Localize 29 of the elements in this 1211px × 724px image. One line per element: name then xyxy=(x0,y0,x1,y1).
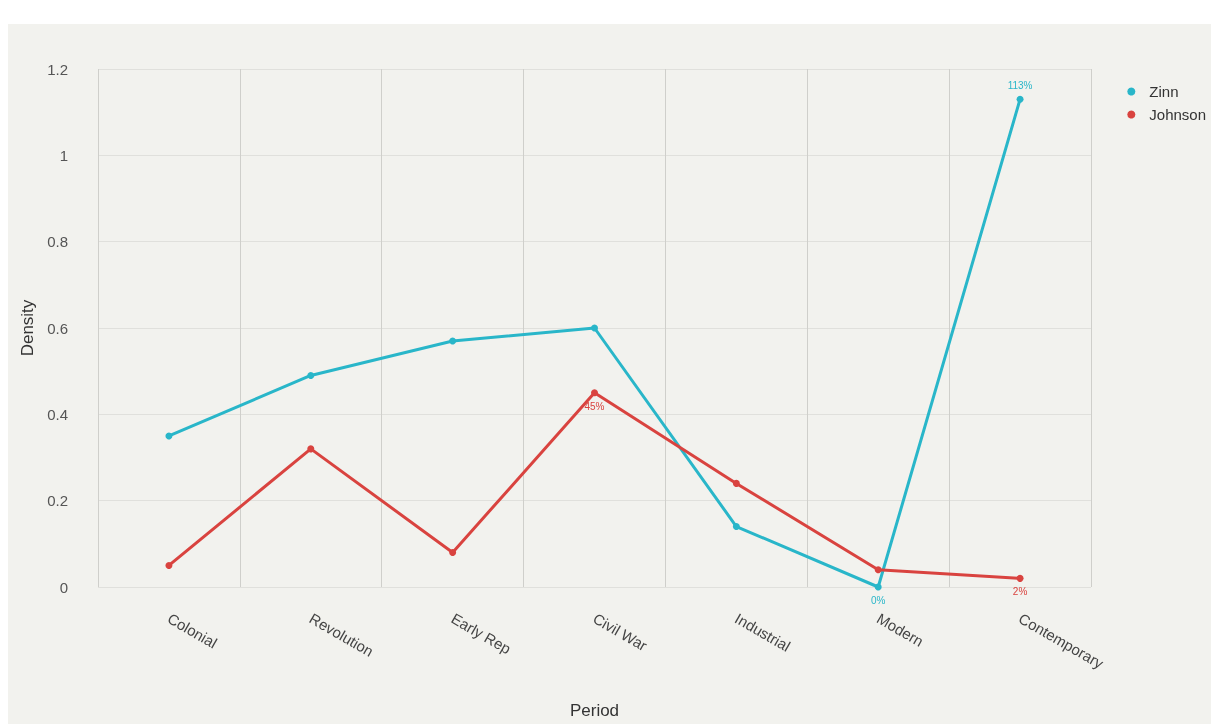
point xyxy=(874,566,882,574)
point xyxy=(307,371,315,379)
point xyxy=(591,324,598,332)
point xyxy=(732,479,740,487)
data-label: 45% xyxy=(584,400,605,412)
point xyxy=(591,389,598,397)
y-tick-label: 1 xyxy=(59,146,68,164)
y-tick-label: 0.2 xyxy=(47,492,68,510)
data-label: 0% xyxy=(870,595,886,606)
point xyxy=(449,337,457,345)
x-tick-label: Civil War xyxy=(590,609,651,655)
point xyxy=(732,523,740,531)
x-axis-title: Period xyxy=(569,701,620,720)
y-tick-label: 0.4 xyxy=(47,405,68,423)
y-tick-label: 0.8 xyxy=(47,233,68,251)
point xyxy=(1016,95,1024,103)
point xyxy=(874,583,882,591)
point xyxy=(1016,574,1024,582)
point xyxy=(165,561,173,569)
data-label: 2% xyxy=(1012,586,1028,598)
y-tick-label: 0.6 xyxy=(47,319,68,337)
y-tick-label: 1.2 xyxy=(47,60,68,78)
y-tick-label: 0 xyxy=(59,578,68,596)
y-axis-title: Density xyxy=(18,299,38,357)
data-label: 113% xyxy=(1007,80,1033,92)
point xyxy=(449,548,457,556)
legend-label: Johnson xyxy=(1149,106,1207,123)
legend-label: Zinn xyxy=(1149,83,1179,100)
point xyxy=(307,445,315,453)
